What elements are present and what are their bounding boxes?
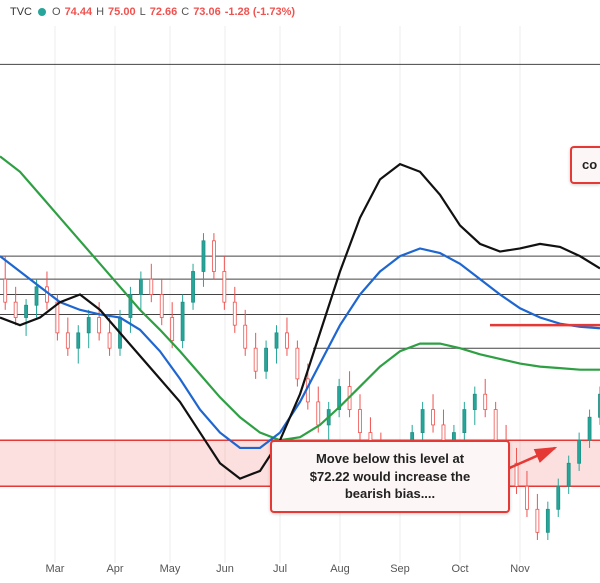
month-label: May [160, 563, 181, 575]
symbol-suffix: TVC [10, 6, 32, 18]
month-label: Apr [106, 563, 123, 575]
month-label: Mar [46, 563, 65, 575]
month-label: Oct [451, 563, 468, 575]
month-label: Nov [510, 563, 530, 575]
x-axis: Mar Apr May Jun Jul Aug Sep Oct Nov [0, 563, 600, 583]
price-chart[interactable]: TVC O74.44H75.00L72.66C73.06-1.28 (-1.73… [0, 0, 600, 583]
status-dot [38, 8, 46, 16]
month-label: Sep [390, 563, 410, 575]
month-label: Aug [330, 563, 350, 575]
month-label: Jun [216, 563, 234, 575]
month-label: Jul [273, 563, 287, 575]
ohlc-readout: O74.44H75.00L72.66C73.06-1.28 (-1.73%) [52, 6, 299, 18]
annotation-callout-upper: co [570, 146, 600, 184]
chart-header: TVC O74.44H75.00L72.66C73.06-1.28 (-1.73… [10, 6, 299, 18]
annotation-callout-lower: Move below this level at$72.22 would inc… [270, 440, 510, 513]
